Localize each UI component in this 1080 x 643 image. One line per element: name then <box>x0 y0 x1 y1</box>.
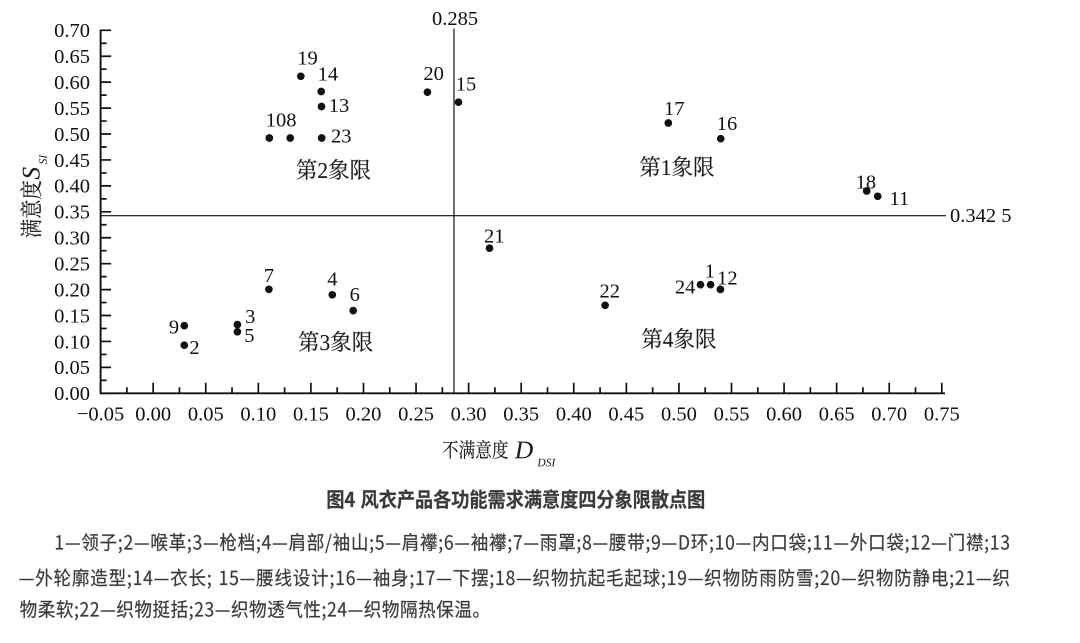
svg-text:16: 16 <box>717 113 738 135</box>
svg-text:12: 12 <box>717 268 738 290</box>
svg-text:0.00: 0.00 <box>135 404 171 426</box>
svg-text:2: 2 <box>189 337 199 359</box>
svg-text:1: 1 <box>705 261 715 283</box>
svg-text:0.70: 0.70 <box>871 404 907 426</box>
svg-text:0.05: 0.05 <box>188 404 224 426</box>
svg-text:0.55: 0.55 <box>54 98 90 120</box>
svg-text:0.60: 0.60 <box>54 72 90 94</box>
svg-text:0.75: 0.75 <box>924 404 960 426</box>
svg-text:0.25: 0.25 <box>54 253 90 275</box>
svg-text:6: 6 <box>350 284 360 306</box>
svg-text:0.20: 0.20 <box>54 279 90 301</box>
svg-text:0.00: 0.00 <box>54 383 90 405</box>
svg-text:19: 19 <box>297 48 318 70</box>
svg-text:9: 9 <box>169 317 179 339</box>
svg-text:−0.05: −0.05 <box>77 404 124 426</box>
svg-text:0.60: 0.60 <box>766 404 802 426</box>
svg-text:5: 5 <box>244 325 254 347</box>
svg-text:15: 15 <box>456 74 477 96</box>
svg-text:7: 7 <box>264 265 274 287</box>
svg-text:22: 22 <box>599 280 620 302</box>
svg-text:20: 20 <box>423 63 444 85</box>
svg-text:0.10: 0.10 <box>240 404 276 426</box>
svg-text:0.20: 0.20 <box>346 404 382 426</box>
svg-text:0.05: 0.05 <box>54 357 90 379</box>
svg-text:14: 14 <box>318 63 339 85</box>
svg-text:0.15: 0.15 <box>54 305 90 327</box>
svg-text:0.285: 0.285 <box>432 8 478 30</box>
svg-text:0.65: 0.65 <box>54 46 90 68</box>
svg-text:108: 108 <box>266 110 297 132</box>
svg-text:23: 23 <box>331 126 352 148</box>
svg-text:0.25: 0.25 <box>398 404 434 426</box>
svg-text:0.35: 0.35 <box>54 202 90 224</box>
svg-text:21: 21 <box>484 225 505 247</box>
svg-text:0.342 5: 0.342 5 <box>950 205 1012 227</box>
svg-text:11: 11 <box>890 188 910 210</box>
svg-text:17: 17 <box>664 98 685 120</box>
svg-text:0.10: 0.10 <box>54 331 90 353</box>
svg-text:0.45: 0.45 <box>54 150 90 172</box>
svg-text:0.50: 0.50 <box>661 404 697 426</box>
svg-text:4: 4 <box>327 269 337 291</box>
svg-text:24: 24 <box>675 277 696 299</box>
svg-text:0.30: 0.30 <box>54 228 90 250</box>
svg-text:18: 18 <box>856 171 877 193</box>
svg-text:0.70: 0.70 <box>54 20 90 42</box>
svg-text:0.15: 0.15 <box>293 404 329 426</box>
svg-text:13: 13 <box>329 95 350 117</box>
svg-text:0.50: 0.50 <box>54 124 90 146</box>
svg-text:0.40: 0.40 <box>54 176 90 198</box>
svg-text:3: 3 <box>245 306 255 328</box>
svg-text:0.35: 0.35 <box>503 404 539 426</box>
svg-text:0.65: 0.65 <box>819 404 855 426</box>
svg-text:0.30: 0.30 <box>451 404 487 426</box>
svg-text:0.55: 0.55 <box>714 404 750 426</box>
svg-text:0.45: 0.45 <box>608 404 644 426</box>
svg-text:0.40: 0.40 <box>556 404 592 426</box>
